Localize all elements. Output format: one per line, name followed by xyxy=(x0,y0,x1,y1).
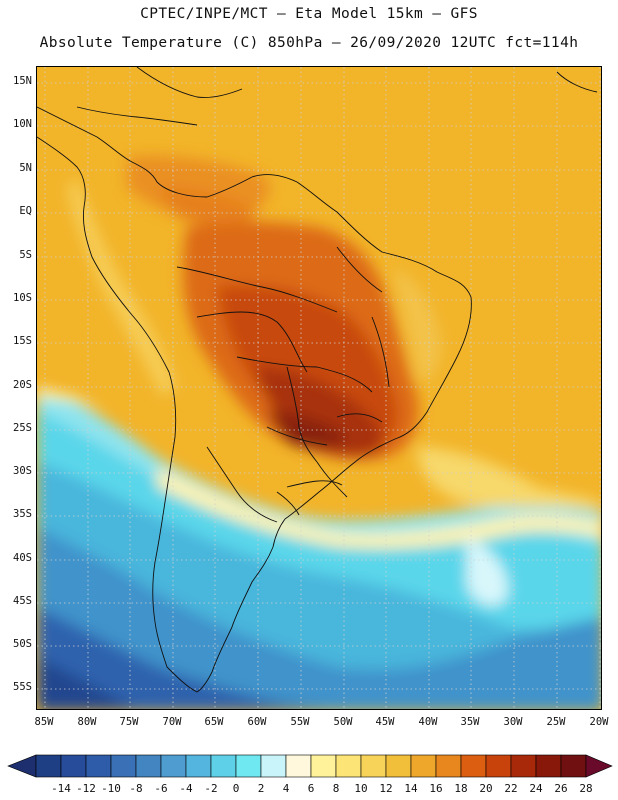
colorbar-swatch xyxy=(510,754,537,778)
colorbar-label: -8 xyxy=(129,782,143,795)
colorbar-swatch xyxy=(310,754,337,778)
colorbar-swatch xyxy=(260,754,287,778)
colorbar-swatch xyxy=(435,754,462,778)
colorbar-swatch xyxy=(410,754,437,778)
lon-label: 20W xyxy=(589,716,609,728)
lon-label: 50W xyxy=(333,716,353,728)
colorbar-swatch xyxy=(535,754,562,778)
lat-label: 25S xyxy=(13,422,32,434)
colorbar-swatch xyxy=(485,754,512,778)
lat-label: 20S xyxy=(13,379,32,391)
colorbar-max-arrow xyxy=(585,754,613,778)
lat-label: 40S xyxy=(13,552,32,564)
colorbar-label: -6 xyxy=(154,782,168,795)
colorbar-swatch xyxy=(35,754,62,778)
colorbar-swatch xyxy=(135,754,162,778)
lat-label: 5S xyxy=(19,249,32,261)
colorbar-label: 8 xyxy=(332,782,340,795)
colorbar-label: -12 xyxy=(76,782,96,795)
colorbar-label: -14 xyxy=(51,782,71,795)
colorbar-label: 20 xyxy=(479,782,493,795)
lon-label: 55W xyxy=(290,716,310,728)
colorbar-min-arrow xyxy=(7,754,37,778)
colorbar-label: 16 xyxy=(429,782,443,795)
coastlines-and-borders xyxy=(37,67,598,693)
lat-label: 35S xyxy=(13,508,32,520)
lat-label: 10N xyxy=(13,118,32,130)
lon-label: 65W xyxy=(204,716,224,728)
lon-label: 45W xyxy=(375,716,395,728)
colorbar-label: 2 xyxy=(257,782,265,795)
lat-lon-grid xyxy=(37,67,601,709)
colorbar-label: 14 xyxy=(404,782,418,795)
lat-label: 50S xyxy=(13,638,32,650)
colorbar-swatch xyxy=(235,754,262,778)
colorbar-label: 22 xyxy=(504,782,518,795)
colorbar-label: 18 xyxy=(454,782,468,795)
colorbar-label: 4 xyxy=(282,782,290,795)
lon-label: 40W xyxy=(418,716,438,728)
lon-label: 35W xyxy=(460,716,480,728)
colorbar-swatch xyxy=(460,754,487,778)
colorbar-label: 12 xyxy=(379,782,393,795)
colorbar-swatch xyxy=(285,754,312,778)
colorbar-label: 28 xyxy=(579,782,593,795)
colorbar-label: 10 xyxy=(354,782,368,795)
lat-label: 5N xyxy=(19,162,32,174)
lat-label: 15N xyxy=(13,75,32,87)
colorbar-swatch xyxy=(85,754,112,778)
lat-label: EQ xyxy=(19,205,32,217)
lon-label: 60W xyxy=(247,716,267,728)
colorbar-swatch xyxy=(560,754,587,778)
colorbar-label: 0 xyxy=(232,782,240,795)
lon-label: 75W xyxy=(119,716,139,728)
lat-label: 55S xyxy=(13,681,32,693)
lat-label: 30S xyxy=(13,465,32,477)
colorbar-swatch xyxy=(385,754,412,778)
colorbar-label: 24 xyxy=(529,782,543,795)
lat-label: 15S xyxy=(13,335,32,347)
colorbar-label: -2 xyxy=(204,782,218,795)
temperature-map xyxy=(36,66,602,710)
colorbar-swatch xyxy=(110,754,137,778)
colorbar-swatch xyxy=(360,754,387,778)
temperature-field xyxy=(37,67,601,709)
colorbar-label: -4 xyxy=(179,782,193,795)
colorbar xyxy=(7,754,613,778)
colorbar-label: -10 xyxy=(101,782,121,795)
colorbar-swatch xyxy=(185,754,212,778)
colorbar-label: 6 xyxy=(307,782,315,795)
colorbar-swatch xyxy=(210,754,237,778)
colorbar-swatch xyxy=(335,754,362,778)
lon-label: 80W xyxy=(77,716,97,728)
chart-title-line-1: CPTEC/INPE/MCT – Eta Model 15km – GFS xyxy=(140,6,478,22)
colorbar-swatch xyxy=(160,754,187,778)
lon-label: 30W xyxy=(503,716,523,728)
lon-label: 25W xyxy=(546,716,566,728)
lon-label: 70W xyxy=(162,716,182,728)
colorbar-swatch xyxy=(60,754,87,778)
lat-label: 45S xyxy=(13,595,32,607)
lon-label: 85W xyxy=(34,716,54,728)
lat-label: 10S xyxy=(13,292,32,304)
map-canvas xyxy=(37,67,601,709)
colorbar-label: 26 xyxy=(554,782,568,795)
chart-title-line-2: Absolute Temperature (C) 850hPa – 26/09/… xyxy=(39,35,579,51)
